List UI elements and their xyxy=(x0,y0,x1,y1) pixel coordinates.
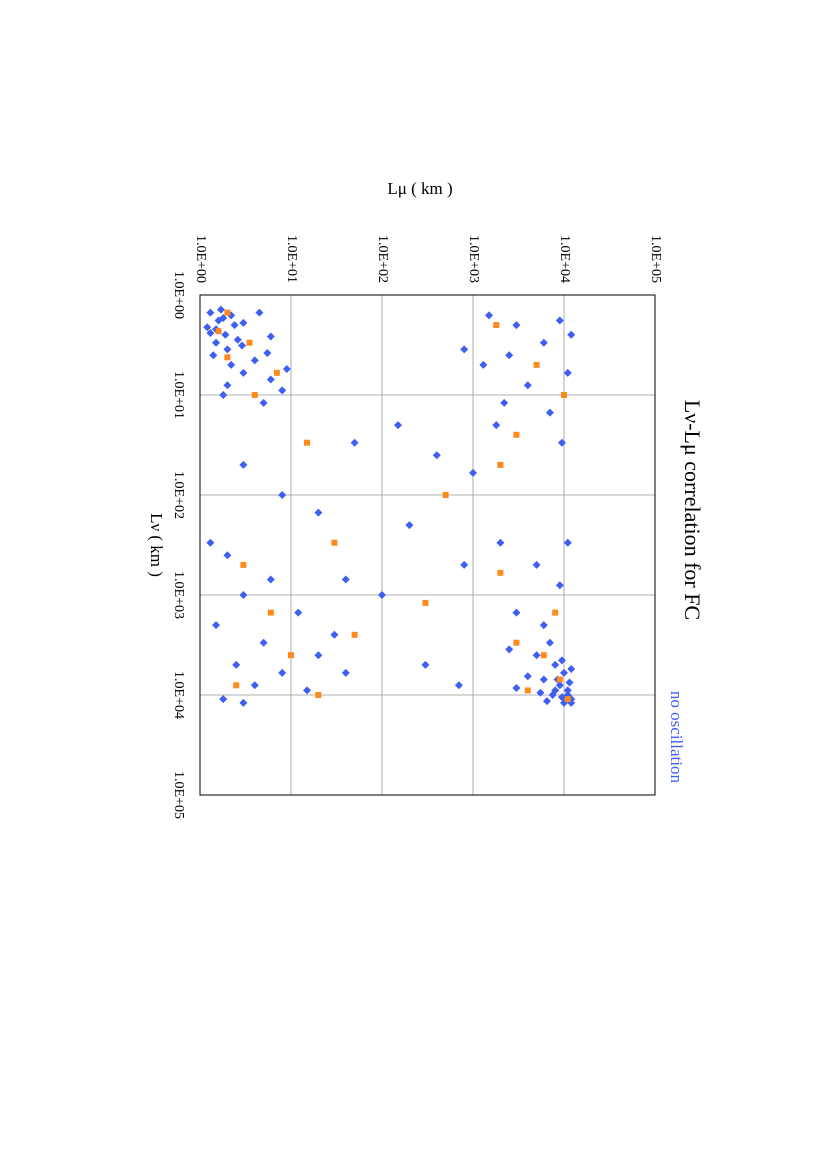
x-tick-label: 1.0E+01 xyxy=(171,371,186,419)
point xyxy=(230,321,239,330)
point xyxy=(524,687,531,694)
point xyxy=(533,361,540,368)
point xyxy=(331,539,338,546)
point xyxy=(497,569,504,576)
point xyxy=(540,652,547,659)
point xyxy=(278,668,287,677)
y-tick-label: 1.0E+03 xyxy=(466,235,481,283)
y-tick-label: 1.0E+05 xyxy=(648,235,663,283)
y-tick-label: 1.0E+01 xyxy=(284,235,299,283)
x-tick-label: 1.0E+04 xyxy=(171,671,186,719)
point xyxy=(432,451,441,460)
point xyxy=(512,683,521,692)
point xyxy=(259,398,268,407)
point xyxy=(273,369,280,376)
point xyxy=(556,676,563,683)
point xyxy=(294,608,303,617)
point xyxy=(206,329,215,338)
y-axis-label: Lμ ( km ) xyxy=(387,179,452,198)
point xyxy=(561,392,567,398)
point xyxy=(378,591,386,599)
point xyxy=(350,438,359,447)
point xyxy=(513,639,520,646)
point xyxy=(223,345,232,354)
point xyxy=(224,309,231,316)
point xyxy=(219,314,228,323)
x-tick-label: 1.0E+00 xyxy=(171,271,186,319)
point xyxy=(227,360,236,369)
point xyxy=(267,609,274,616)
point xyxy=(219,391,228,399)
point xyxy=(422,599,429,606)
point xyxy=(240,561,247,568)
y-tick-label: 1.0E+00 xyxy=(193,235,208,283)
point xyxy=(469,468,477,477)
point xyxy=(221,330,230,339)
point xyxy=(497,461,504,468)
point xyxy=(239,368,248,377)
y-tick-label: 1.0E+02 xyxy=(375,235,390,283)
point xyxy=(351,631,358,638)
point xyxy=(564,696,571,703)
point xyxy=(539,338,548,347)
x-axis-label: Lν ( km ) xyxy=(147,513,166,577)
plot-border xyxy=(199,294,656,796)
point xyxy=(263,348,272,357)
point xyxy=(250,356,259,365)
point xyxy=(460,345,469,354)
y-tick-label: 1.0E+04 xyxy=(557,235,572,283)
point xyxy=(512,608,521,617)
point xyxy=(442,492,449,498)
point xyxy=(479,360,488,369)
x-tick-label: 1.0E+05 xyxy=(171,771,186,819)
point xyxy=(330,630,339,639)
point xyxy=(219,695,228,704)
point xyxy=(552,609,559,616)
point xyxy=(303,686,312,695)
chart-title: Lν-Lμ correlation for FC xyxy=(680,400,705,620)
point xyxy=(315,692,322,698)
point xyxy=(278,386,287,395)
point xyxy=(278,491,287,499)
point xyxy=(500,398,509,407)
point xyxy=(560,668,568,677)
point xyxy=(314,651,323,660)
point xyxy=(224,354,231,361)
point xyxy=(212,338,221,347)
point xyxy=(512,321,521,330)
point xyxy=(394,421,403,430)
point xyxy=(493,322,500,329)
point xyxy=(203,323,212,332)
point xyxy=(233,682,240,689)
x-tick-label: 1.0E+02 xyxy=(171,471,186,519)
point xyxy=(314,508,323,517)
point xyxy=(288,652,294,659)
point xyxy=(223,551,232,560)
annotation: no oscillation xyxy=(667,691,686,784)
point xyxy=(492,421,501,430)
point xyxy=(239,460,248,469)
point xyxy=(246,339,253,346)
point xyxy=(513,431,520,438)
point xyxy=(215,328,222,335)
point xyxy=(251,392,258,398)
x-tick-label: 1.0E+03 xyxy=(171,571,186,619)
point xyxy=(304,439,311,446)
point xyxy=(239,591,248,599)
point xyxy=(239,318,248,327)
point xyxy=(209,351,218,360)
point xyxy=(341,668,350,677)
